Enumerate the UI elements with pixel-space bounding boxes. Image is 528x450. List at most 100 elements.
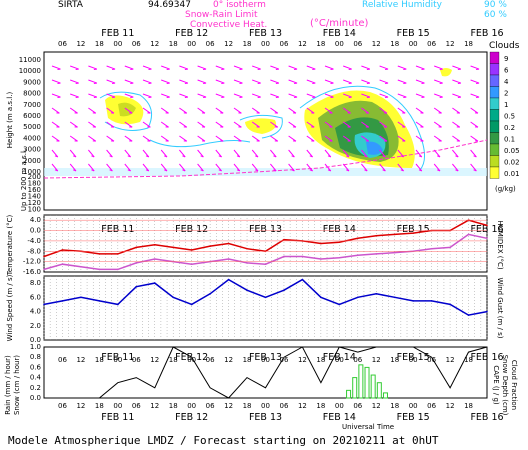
wind-arrow — [124, 65, 134, 70]
wind-point — [246, 289, 248, 292]
top-hour-tick: 18 — [95, 40, 104, 48]
temperature-point — [486, 224, 488, 227]
axis-day-label: FEB 14 — [323, 412, 356, 423]
wind-arrow — [306, 107, 315, 114]
wind-y-tick: 8.0 — [30, 279, 41, 287]
isotherm-legend: 0° isotherm — [213, 0, 266, 10]
wind-arrow — [233, 135, 242, 142]
wind-arrow — [379, 65, 389, 70]
bot-hour-tick: 00 — [335, 356, 344, 364]
wind-point — [338, 303, 341, 306]
wind-arrow — [124, 107, 133, 114]
wind-arrow — [88, 149, 95, 158]
wind-arrow — [415, 149, 423, 158]
wind-arrow — [379, 163, 386, 172]
wind-arrow-head — [145, 155, 149, 158]
wind-arrow — [106, 135, 115, 142]
height-tick: 4000 — [23, 134, 41, 142]
wind-arrow — [142, 149, 150, 158]
top-hour-tick: 06 — [279, 40, 288, 48]
rh-contour-3 — [299, 85, 425, 171]
height-tick: 7000 — [23, 101, 41, 109]
clouds-legend-level: 0.1 — [504, 136, 515, 144]
wind-arrow — [270, 79, 280, 84]
wind-arrow — [179, 93, 189, 98]
wind-arrow — [306, 79, 316, 84]
wind-arrow — [252, 79, 261, 84]
clouds-legend-level: 0.2 — [504, 124, 515, 132]
low-height-tick: 140 — [28, 193, 41, 201]
wind-arrow — [215, 163, 222, 172]
top-hour-tick: 00 — [261, 40, 270, 48]
wind-arrow — [142, 107, 151, 114]
top-hour-tick: 00 — [113, 40, 122, 48]
axis-hour-tick: 12 — [150, 402, 159, 410]
wind-arrow-head — [418, 169, 422, 172]
wind-arrow — [70, 79, 79, 84]
wind-y-tick: 6.0 — [30, 293, 41, 301]
wind-arrow-head — [364, 155, 368, 158]
cape-axis-label: CAPE (J / g) — [492, 365, 500, 405]
wind-arrow — [179, 163, 186, 172]
clouds-legend-units: (g/kg) — [495, 185, 516, 193]
wind-arrow — [161, 65, 170, 70]
clouds-legend-level: 1 — [504, 101, 508, 109]
wind-arrow — [397, 163, 404, 172]
wind-arrow — [397, 149, 404, 158]
clouds-legend-level: 0.02 — [504, 159, 520, 167]
clouds-legend-swatch — [489, 63, 500, 76]
wind-arrow — [69, 149, 77, 158]
wind-arrow — [452, 135, 461, 142]
temperature-point — [283, 238, 285, 241]
height-tick: 3000 — [23, 146, 41, 154]
top-hour-tick: 18 — [390, 40, 399, 48]
temperature-point — [467, 233, 470, 236]
wind-arrow — [215, 65, 225, 70]
bot-hour-tick: 18 — [390, 356, 399, 364]
wind-arrow-head — [91, 155, 95, 158]
clouds-legend-level: 0.01 — [504, 170, 520, 178]
wind-arrow — [233, 163, 241, 172]
height-tick: 10000 — [19, 67, 41, 75]
wind-point — [117, 303, 119, 306]
wind-arrow — [324, 93, 334, 98]
axis-hour-tick: 12 — [372, 402, 381, 410]
axis-hour-tick: 06 — [132, 402, 141, 410]
height-tick: 8000 — [23, 90, 41, 98]
wind-arrow — [160, 121, 169, 128]
axis-hour-tick: 06 — [353, 402, 362, 410]
wind-arrow — [160, 163, 168, 172]
temperature-point — [356, 237, 359, 240]
wind-arrow — [452, 65, 462, 70]
wind-arrow — [270, 65, 280, 70]
top-hour-tick: 12 — [298, 40, 307, 48]
wind-point — [393, 296, 396, 299]
wind-arrow — [306, 163, 313, 172]
bot-hour-tick: 12 — [446, 356, 455, 364]
axis-hour-tick: 18 — [169, 402, 178, 410]
wind-point — [264, 296, 267, 299]
wind-arrow — [470, 163, 477, 172]
wind-point — [430, 300, 433, 302]
bot-hour-tick: 06 — [279, 356, 288, 364]
height-tick: 2000 — [23, 157, 41, 165]
wind-arrow — [197, 107, 206, 114]
wind-arrow — [415, 79, 425, 84]
wind-arrow — [252, 65, 261, 70]
clouds-legend-swatch — [489, 86, 500, 99]
clouds-legend-title: Clouds — [489, 41, 520, 51]
mid-day-label: FEB 11 — [101, 224, 134, 235]
wind-arrow — [306, 149, 313, 158]
rh-contour-2 — [239, 114, 283, 139]
wind-arrow — [434, 79, 443, 84]
wind-arrow — [51, 135, 60, 142]
wind-arrow-head — [346, 155, 350, 158]
temperature-point — [449, 246, 451, 249]
wind-arrow-head — [346, 169, 350, 172]
axis-hour-tick: 00 — [261, 402, 270, 410]
wind-arrow — [106, 93, 116, 98]
top-hour-tick: 18 — [243, 40, 252, 48]
temperature-point — [246, 247, 248, 250]
temperature-point — [98, 253, 101, 255]
